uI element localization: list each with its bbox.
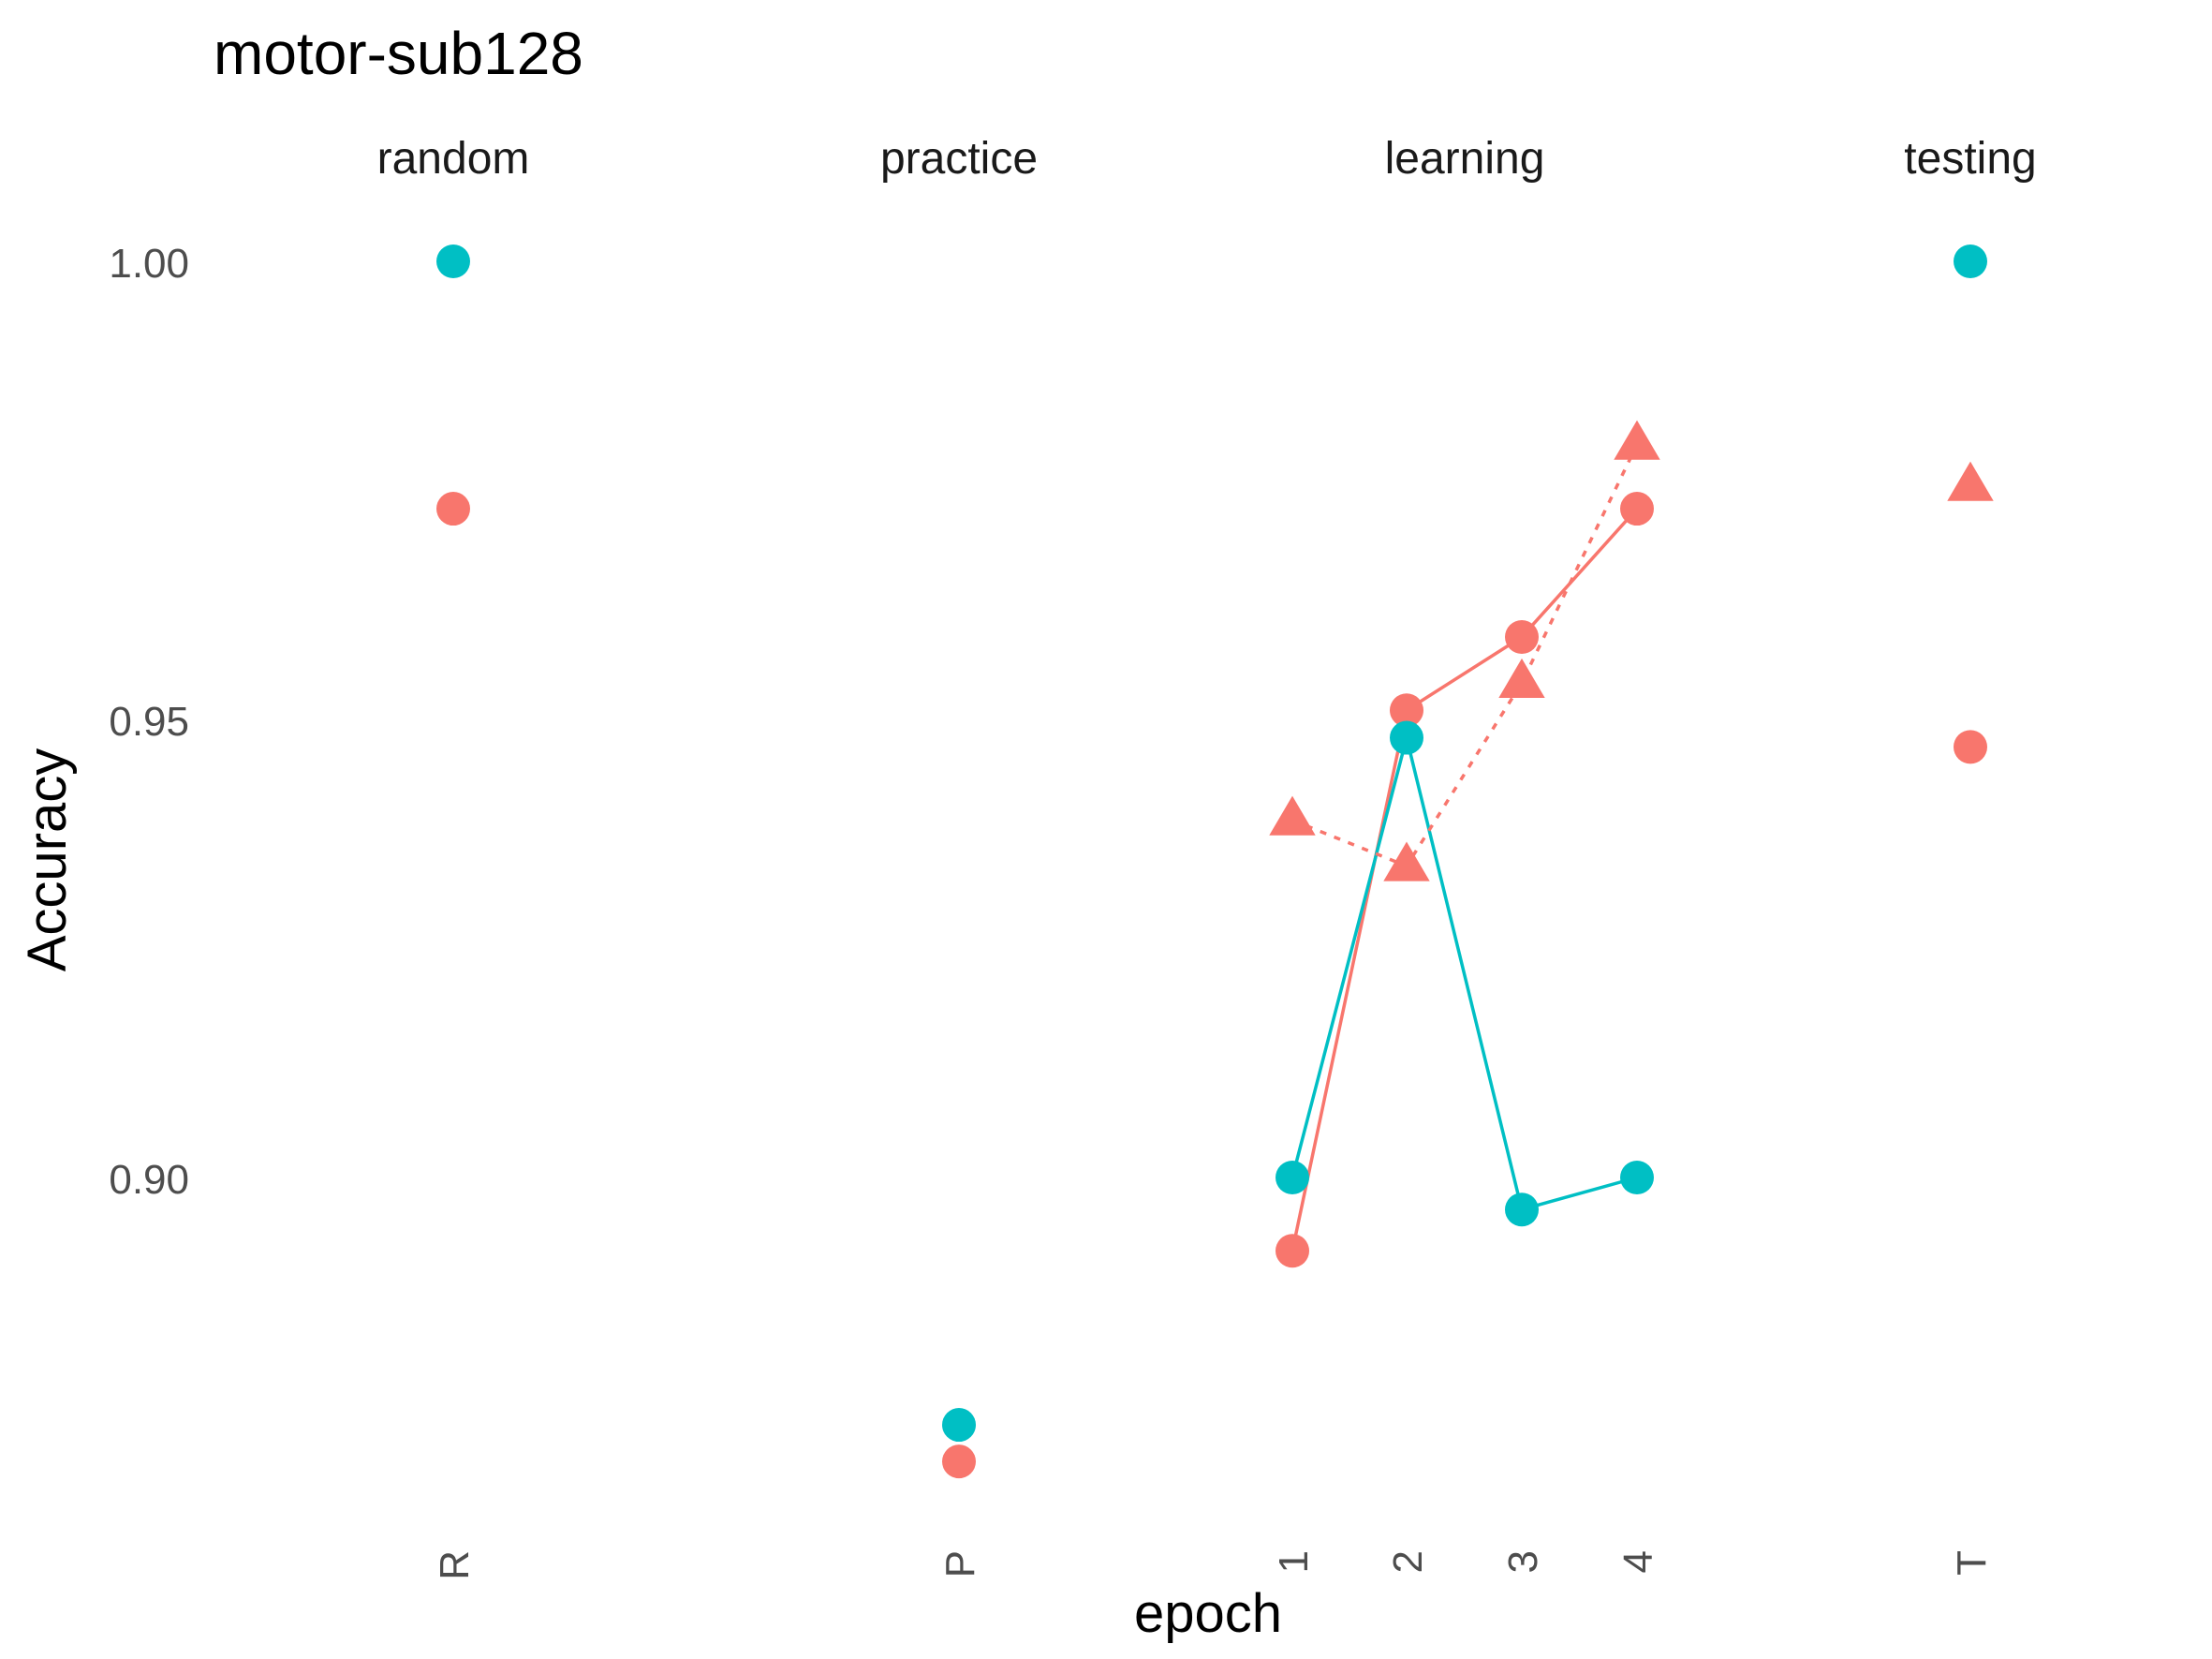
- data-point-circle: [942, 1444, 976, 1479]
- y-tick-label: 0.90: [109, 1157, 189, 1203]
- x-tick-label: T: [1949, 1550, 1995, 1576]
- series-line-1: [1290, 735, 1638, 1211]
- y-axis: 0.90 0.95 1.00: [109, 241, 189, 1203]
- data-point-triangle: [1269, 795, 1316, 836]
- x-tick-label: 1: [1271, 1550, 1317, 1573]
- strip-label-practice: practice: [880, 134, 1038, 184]
- data-point-circle: [942, 1408, 976, 1443]
- data-point-circle: [1390, 693, 1423, 728]
- series-line-2: [1291, 443, 1639, 868]
- data-point-circle: [1620, 492, 1654, 526]
- data-point-circle: [1620, 1161, 1654, 1194]
- data-point-circle: [1505, 1192, 1539, 1227]
- data-point-circle: [1276, 1161, 1309, 1194]
- x-tick-label: 4: [1615, 1550, 1661, 1573]
- strip-label-learning: learning: [1385, 134, 1545, 184]
- data-point-circle: [1505, 619, 1539, 654]
- data-point-triangle: [1383, 841, 1430, 881]
- strip-label-random: random: [377, 134, 530, 184]
- data-point-triangle: [1498, 658, 1545, 698]
- data-point-circle: [1276, 1234, 1309, 1268]
- x-tick-label: 3: [1500, 1550, 1546, 1573]
- x-tick-label: R: [432, 1550, 478, 1580]
- data-point-circle: [1954, 730, 1987, 764]
- y-axis-label: Accuracy: [17, 748, 78, 972]
- data-points: [436, 244, 1994, 1479]
- strip-label-testing: testing: [1904, 134, 2036, 184]
- data-point-circle: [1390, 720, 1423, 755]
- series-line-0: [1290, 507, 1639, 1252]
- x-tick-label: 2: [1385, 1550, 1431, 1573]
- data-point-triangle: [1614, 420, 1660, 460]
- series-lines: [1290, 443, 1639, 1252]
- data-point-circle: [1954, 244, 1987, 278]
- x-axis: R P 1 2 3 4 T: [432, 1550, 1995, 1580]
- y-tick-label: 0.95: [109, 699, 189, 745]
- data-point-circle: [436, 492, 470, 526]
- x-axis-label: epoch: [1134, 1583, 1282, 1644]
- y-tick-label: 1.00: [109, 241, 189, 287]
- data-point-triangle: [1947, 461, 1994, 501]
- facet-strip-labels: random practice learning testing: [377, 134, 2037, 184]
- x-tick-label: P: [937, 1550, 983, 1578]
- chart-title: motor-sub128: [214, 20, 583, 87]
- data-point-circle: [436, 244, 470, 278]
